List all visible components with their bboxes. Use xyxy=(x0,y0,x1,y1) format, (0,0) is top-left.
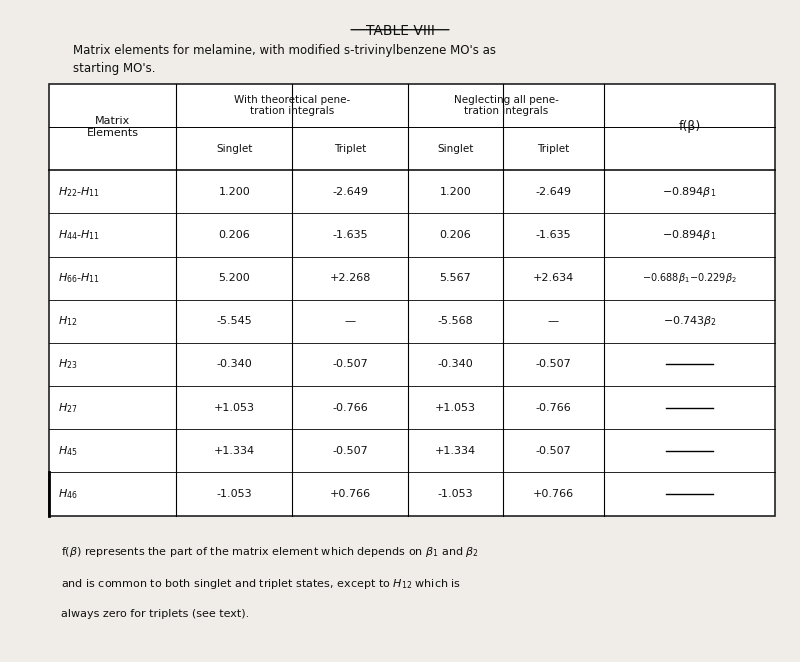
Text: -1.053: -1.053 xyxy=(217,489,252,499)
Text: TABLE VIII: TABLE VIII xyxy=(366,24,434,38)
Text: f(β): f(β) xyxy=(678,120,701,134)
Text: Matrix
Elements: Matrix Elements xyxy=(86,116,138,138)
Text: -5.568: -5.568 xyxy=(438,316,474,326)
Text: -0.507: -0.507 xyxy=(535,359,571,369)
Text: +1.334: +1.334 xyxy=(214,446,254,456)
Text: Matrix elements for melamine, with modified s-trivinylbenzene MO's as: Matrix elements for melamine, with modif… xyxy=(73,44,496,57)
Text: -0.766: -0.766 xyxy=(535,402,571,412)
Text: Triplet: Triplet xyxy=(334,144,366,154)
Text: 1.200: 1.200 xyxy=(440,187,471,197)
Text: $H_{23}$: $H_{23}$ xyxy=(58,357,78,371)
Text: $-0.894\beta_1$: $-0.894\beta_1$ xyxy=(662,228,717,242)
Text: 0.206: 0.206 xyxy=(218,230,250,240)
Text: always zero for triplets (see text).: always zero for triplets (see text). xyxy=(61,608,250,618)
Text: +2.634: +2.634 xyxy=(533,273,574,283)
Text: -5.545: -5.545 xyxy=(216,316,252,326)
Text: $H_{46}$: $H_{46}$ xyxy=(58,487,78,501)
Text: Singlet: Singlet xyxy=(216,144,253,154)
Text: starting MO's.: starting MO's. xyxy=(73,62,156,75)
Text: Singlet: Singlet xyxy=(438,144,474,154)
Text: -0.340: -0.340 xyxy=(216,359,252,369)
Text: 5.567: 5.567 xyxy=(440,273,471,283)
Text: $H_{12}$: $H_{12}$ xyxy=(58,314,78,328)
Text: Neglecting all pene-
tration integrals: Neglecting all pene- tration integrals xyxy=(454,95,558,117)
Text: Triplet: Triplet xyxy=(538,144,570,154)
Text: f($\beta$) represents the part of the matrix element which depends on $\beta_1$ : f($\beta$) represents the part of the ma… xyxy=(61,545,479,559)
Text: $-0.743\beta_2$: $-0.743\beta_2$ xyxy=(662,314,716,328)
Text: -0.507: -0.507 xyxy=(333,446,368,456)
Text: +0.766: +0.766 xyxy=(533,489,574,499)
Text: +2.268: +2.268 xyxy=(330,273,371,283)
Text: 1.200: 1.200 xyxy=(218,187,250,197)
Text: -2.649: -2.649 xyxy=(332,187,368,197)
Text: -0.507: -0.507 xyxy=(535,446,571,456)
Text: —: — xyxy=(548,316,559,326)
Text: 5.200: 5.200 xyxy=(218,273,250,283)
Text: -1.053: -1.053 xyxy=(438,489,474,499)
Text: —: — xyxy=(345,316,356,326)
Text: $H_{44}$-$H_{11}$: $H_{44}$-$H_{11}$ xyxy=(58,228,100,242)
Text: $H_{27}$: $H_{27}$ xyxy=(58,401,78,414)
Text: -0.507: -0.507 xyxy=(333,359,368,369)
Text: -0.340: -0.340 xyxy=(438,359,474,369)
Text: -1.635: -1.635 xyxy=(333,230,368,240)
Text: $H_{66}$-$H_{11}$: $H_{66}$-$H_{11}$ xyxy=(58,271,100,285)
Text: +1.053: +1.053 xyxy=(435,402,476,412)
Text: +1.334: +1.334 xyxy=(435,446,476,456)
Text: $H_{22}$-$H_{11}$: $H_{22}$-$H_{11}$ xyxy=(58,185,100,199)
Text: $H_{45}$: $H_{45}$ xyxy=(58,444,78,457)
Text: -2.649: -2.649 xyxy=(535,187,571,197)
Text: and is common to both singlet and triplet states, except to $H_{12}$ which is: and is common to both singlet and triple… xyxy=(61,577,462,591)
Text: +0.766: +0.766 xyxy=(330,489,371,499)
Text: +1.053: +1.053 xyxy=(214,402,254,412)
Text: $-0.894\beta_1$: $-0.894\beta_1$ xyxy=(662,185,717,199)
Text: -0.766: -0.766 xyxy=(333,402,368,412)
Text: $-0.688\beta_1\!-\!0.229\beta_2$: $-0.688\beta_1\!-\!0.229\beta_2$ xyxy=(642,271,737,285)
Text: With theoretical pene-
tration integrals: With theoretical pene- tration integrals xyxy=(234,95,350,117)
Text: -1.635: -1.635 xyxy=(536,230,571,240)
Text: 0.206: 0.206 xyxy=(440,230,471,240)
